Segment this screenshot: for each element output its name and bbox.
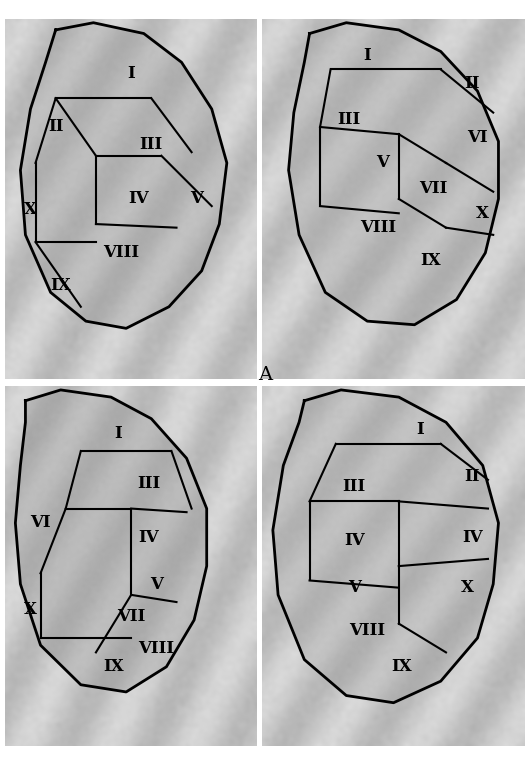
Text: IV: IV xyxy=(462,529,482,546)
Text: VIII: VIII xyxy=(360,219,396,236)
Polygon shape xyxy=(20,23,227,328)
Text: III: III xyxy=(337,111,360,129)
Text: VI: VI xyxy=(30,514,51,532)
Text: II: II xyxy=(48,119,64,135)
Text: III: III xyxy=(137,475,161,492)
Polygon shape xyxy=(289,23,499,325)
Text: A: A xyxy=(258,366,272,384)
Text: IV: IV xyxy=(128,190,149,207)
Text: III: III xyxy=(140,136,163,154)
Text: V: V xyxy=(150,575,163,593)
Text: VII: VII xyxy=(419,180,447,197)
Text: X: X xyxy=(476,205,489,222)
Text: II: II xyxy=(464,467,480,485)
Text: V: V xyxy=(348,579,360,596)
Text: I: I xyxy=(114,425,122,441)
Text: IX: IX xyxy=(420,252,440,269)
Text: X: X xyxy=(461,579,473,596)
Text: IX: IX xyxy=(391,658,412,675)
Text: IV: IV xyxy=(138,529,159,546)
Text: IX: IX xyxy=(50,277,71,294)
Text: VI: VI xyxy=(467,129,488,146)
Text: V: V xyxy=(190,190,203,207)
Text: VIII: VIII xyxy=(138,640,174,657)
Text: IV: IV xyxy=(344,532,365,549)
Polygon shape xyxy=(15,390,207,692)
Text: II: II xyxy=(464,75,480,93)
Text: I: I xyxy=(416,421,423,438)
Text: VIII: VIII xyxy=(103,244,139,262)
Text: III: III xyxy=(342,478,366,496)
Text: V: V xyxy=(377,155,390,171)
Polygon shape xyxy=(273,390,499,703)
Text: IX: IX xyxy=(103,658,124,675)
Text: VIII: VIII xyxy=(349,622,385,640)
Text: I: I xyxy=(127,64,135,82)
Text: VII: VII xyxy=(117,608,145,625)
Text: I: I xyxy=(364,47,371,63)
Text: X: X xyxy=(24,201,37,218)
Text: X: X xyxy=(24,601,37,618)
